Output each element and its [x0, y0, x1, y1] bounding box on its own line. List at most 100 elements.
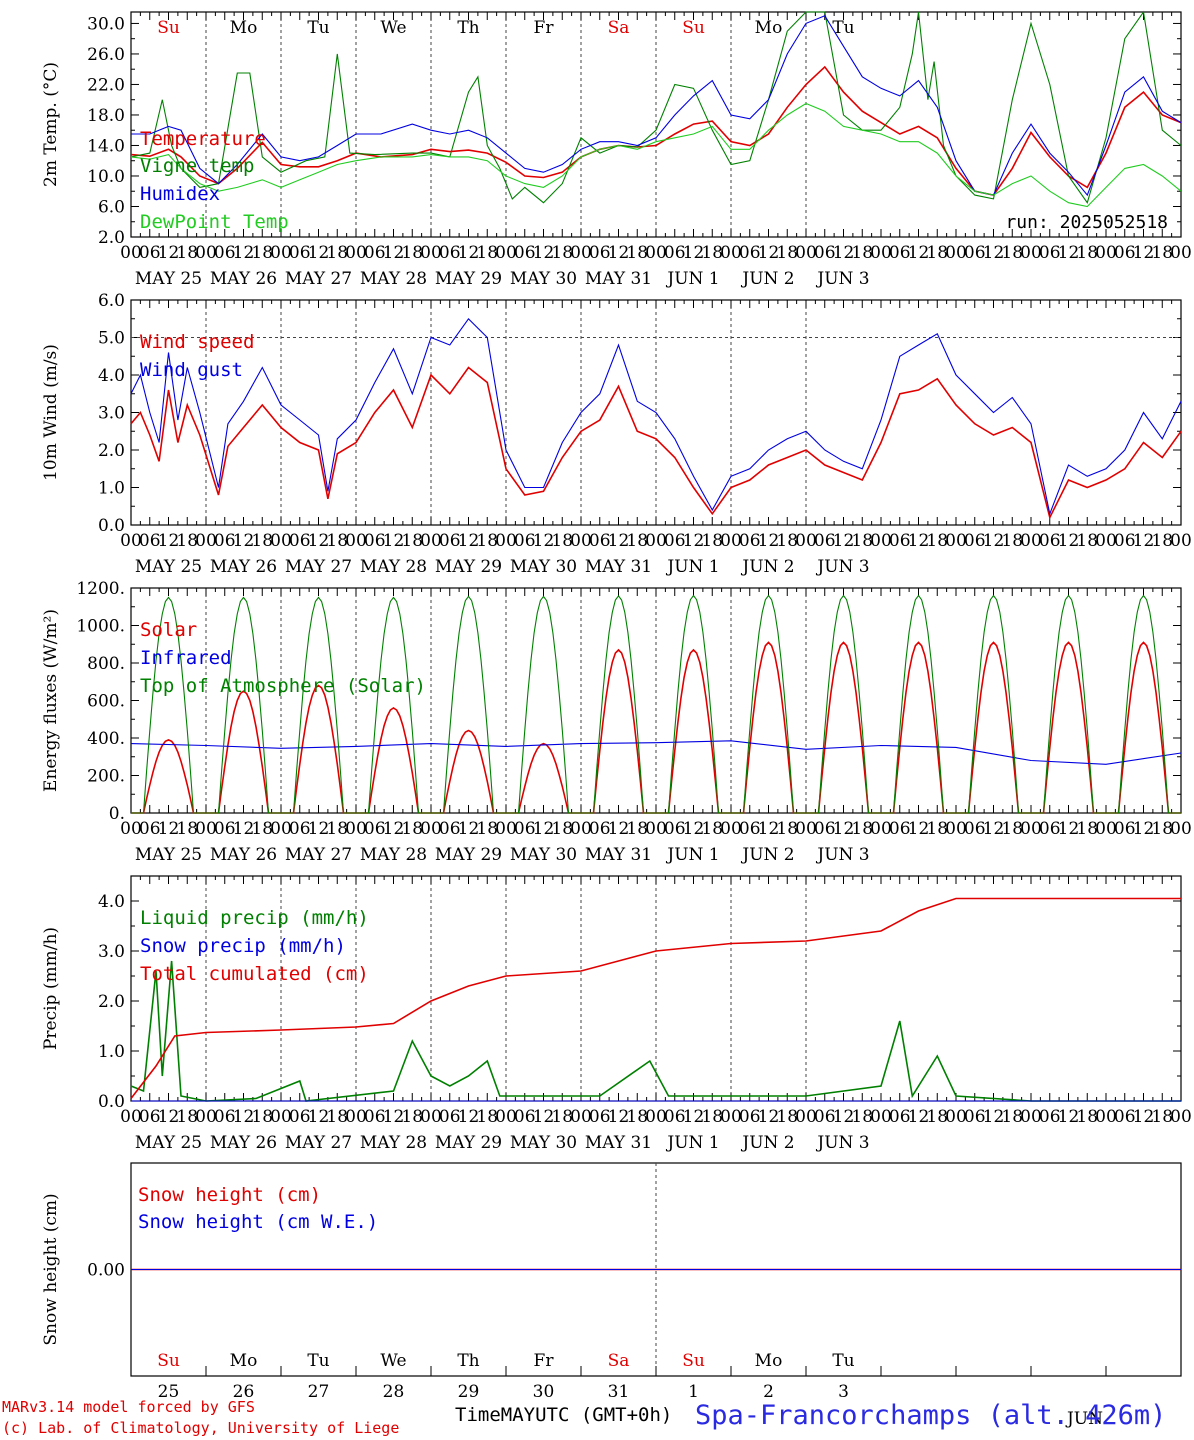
hour-tick-label: 06	[739, 819, 761, 839]
hour-tick-label: 06	[139, 531, 161, 551]
hour-tick-label: 12	[608, 1107, 630, 1127]
hour-tick-label: 06	[289, 1107, 311, 1127]
hour-tick-label: 12	[233, 243, 255, 263]
hour-tick-label: 18	[551, 1107, 573, 1127]
hour-tick-label: 00	[645, 1107, 667, 1127]
hour-tick-label: 06	[814, 243, 836, 263]
hour-tick-label: 06	[514, 243, 536, 263]
legend-entry: Wind speed	[140, 331, 254, 353]
y-tick-label: 1200.	[76, 579, 125, 599]
weekday-label: We	[380, 1351, 406, 1371]
weekday-label: Sa	[608, 18, 630, 38]
weekday-label: Th	[457, 18, 479, 38]
hour-tick-label: 06	[139, 1107, 161, 1127]
hour-tick-label: 00	[570, 531, 592, 551]
hour-tick-label: 06	[514, 819, 536, 839]
hour-tick-label: 18	[926, 531, 948, 551]
time-axis-label: TimeMAYUTC (GMT+0h)	[455, 1404, 673, 1426]
y-tick-label: 6.0	[98, 291, 125, 311]
weekday-label: Tu	[832, 1351, 854, 1371]
hour-tick-label: 18	[1001, 243, 1023, 263]
hour-tick-label: 00	[270, 819, 292, 839]
date-label: MAY 31	[585, 557, 652, 577]
hour-tick-label: 06	[139, 243, 161, 263]
hour-tick-label: 00	[795, 819, 817, 839]
hour-tick-label: 00	[195, 531, 217, 551]
y-axis-label: Snow height (cm)	[41, 1193, 61, 1345]
date-label: MAY 29	[435, 845, 502, 865]
hour-tick-label: 18	[701, 819, 723, 839]
series-line-wind-gust	[130, 317, 1182, 516]
hour-tick-label: 18	[851, 819, 873, 839]
y-tick-label: 1.0	[98, 1042, 125, 1062]
hour-tick-label: 00	[495, 531, 517, 551]
hour-tick-label: 18	[1076, 243, 1098, 263]
date-label: JUN 1	[665, 845, 719, 865]
hour-tick-label: 12	[383, 819, 405, 839]
hour-tick-label: 18	[251, 819, 273, 839]
date-label: MAY 31	[585, 845, 652, 865]
date-label: MAY 27	[285, 1133, 352, 1153]
date-label: MAY 29	[435, 1133, 502, 1153]
station-name: Spa-Francorchamps (alt. 426m)	[695, 1400, 1167, 1431]
weekday-label: Tu	[832, 18, 854, 38]
hour-tick-label: 00	[1095, 819, 1117, 839]
hour-tick-label: 00	[120, 243, 142, 263]
hour-tick-label: 12	[908, 819, 930, 839]
hour-tick-label: 00	[270, 1107, 292, 1127]
panel-3	[130, 587, 1182, 814]
hour-tick-label: 00	[495, 1107, 517, 1127]
hour-tick-label: 12	[383, 531, 405, 551]
y-tick-label: 800.	[87, 654, 125, 674]
hour-tick-label: 00	[645, 819, 667, 839]
hour-tick-label: 06	[814, 531, 836, 551]
hour-tick-label: 12	[983, 531, 1005, 551]
date-label: MAY 28	[360, 557, 427, 577]
hour-tick-label: 18	[1076, 819, 1098, 839]
date-label: MAY 26	[210, 269, 277, 289]
y-axis-label: 10m Wind (m/s)	[41, 344, 61, 481]
hour-tick-label: 12	[833, 243, 855, 263]
series-line-liquid-precip-mm-h-	[130, 960, 1181, 1102]
hour-tick-label: 12	[1133, 1107, 1155, 1127]
lab-credit: (c) Lab. of Climatology, University of L…	[2, 1419, 400, 1437]
hour-tick-label: 12	[308, 243, 330, 263]
hour-tick-label: 12	[533, 1107, 555, 1127]
hour-tick-label: 12	[1133, 819, 1155, 839]
hour-tick-label: 12	[983, 819, 1005, 839]
date-label: MAY 26	[210, 1133, 277, 1153]
hour-tick-label: 06	[514, 1107, 536, 1127]
legend-entry: Infrared	[140, 647, 232, 669]
hour-tick-label: 12	[1058, 531, 1080, 551]
hour-tick-label: 18	[1151, 819, 1173, 839]
weekday-label: Tu	[307, 1351, 329, 1371]
hour-tick-label: 00	[795, 1107, 817, 1127]
hour-tick-label: 12	[833, 531, 855, 551]
hour-tick-label: 06	[439, 243, 461, 263]
date-label: JUN 3	[815, 845, 869, 865]
hour-tick-label: 12	[533, 243, 555, 263]
hour-tick-label: 00	[720, 819, 742, 839]
hour-tick-label: 12	[983, 243, 1005, 263]
hour-tick-label: 18	[776, 243, 798, 263]
weekday-label: Th	[457, 1351, 479, 1371]
hour-tick-label: 18	[926, 243, 948, 263]
hour-tick-label: 12	[833, 1107, 855, 1127]
hour-tick-label: 00	[870, 243, 892, 263]
panel-4	[130, 875, 1182, 1102]
hour-tick-label: 12	[383, 1107, 405, 1127]
hour-tick-label: 06	[739, 1107, 761, 1127]
hour-tick-label: 18	[326, 1107, 348, 1127]
day-number-label: 28	[383, 1382, 405, 1402]
hour-tick-label: 06	[1039, 819, 1061, 839]
hour-tick-label: 06	[214, 531, 236, 551]
hour-tick-label: 18	[701, 243, 723, 263]
hour-tick-label: 12	[1133, 243, 1155, 263]
hour-tick-label: 00	[945, 531, 967, 551]
hour-tick-label: 06	[964, 243, 986, 263]
hour-tick-label: 06	[589, 1107, 611, 1127]
hour-tick-label: 12	[608, 243, 630, 263]
hour-tick-label: 18	[851, 243, 873, 263]
hour-tick-label: 18	[176, 243, 198, 263]
hour-tick-label: 12	[158, 243, 180, 263]
